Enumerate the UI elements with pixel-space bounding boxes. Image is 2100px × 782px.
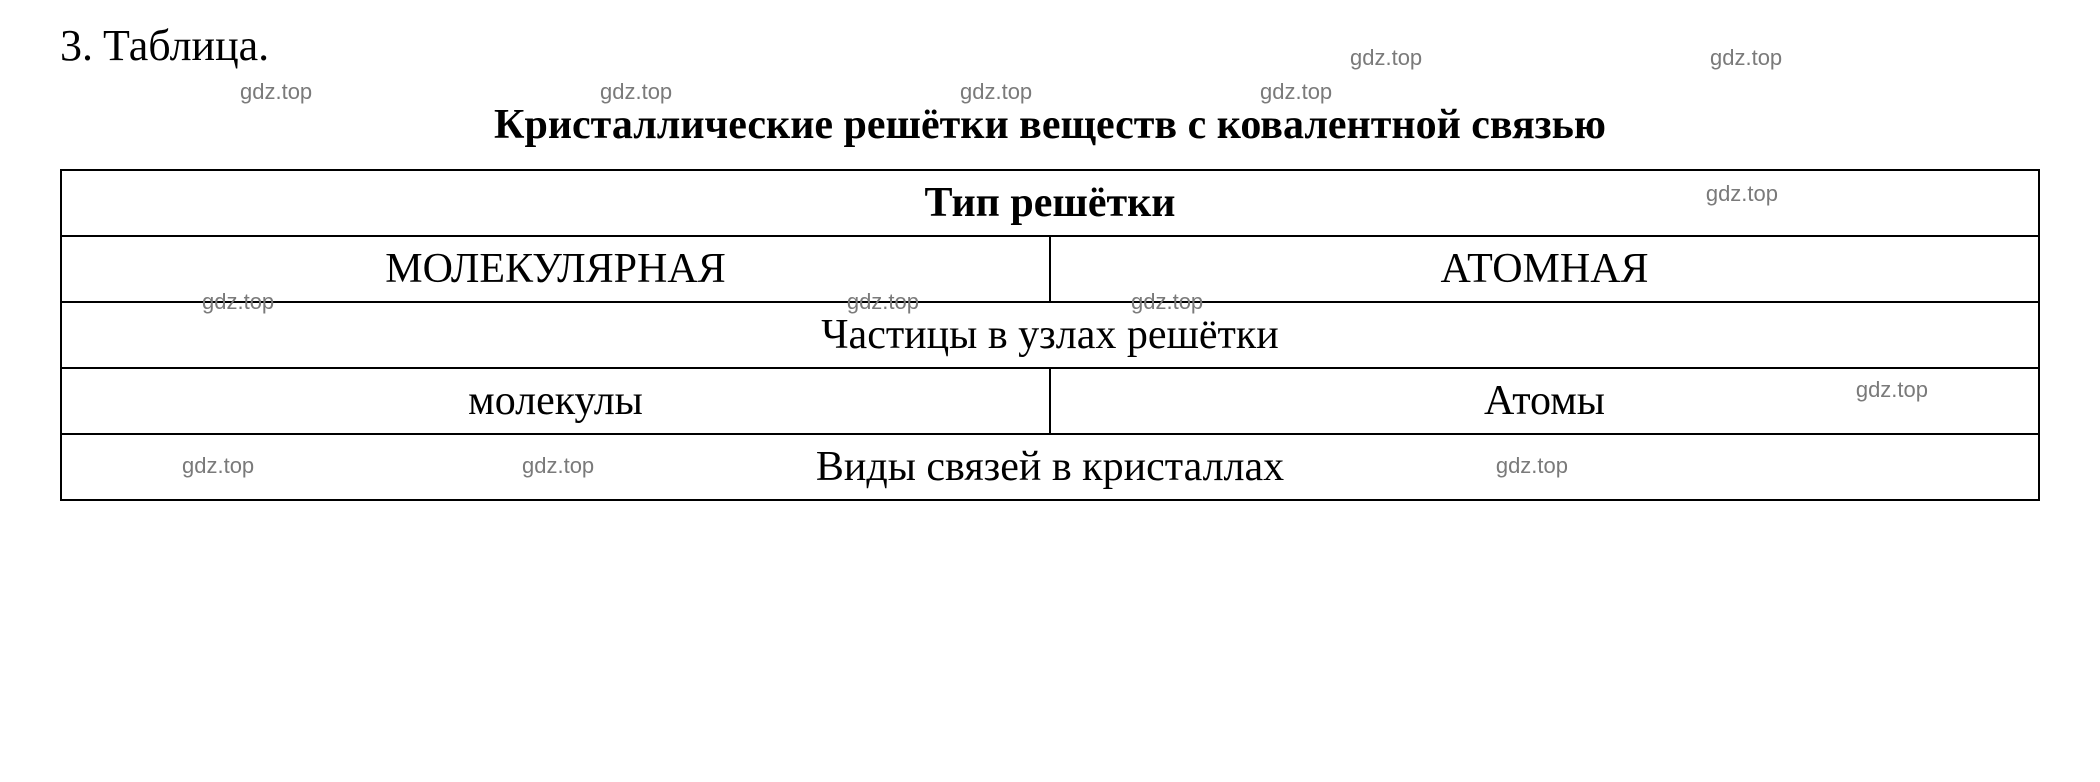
cell-text: Тип решётки [925,180,1176,226]
watermark: gdz.top [1856,377,1928,403]
cell-atomic: АТОМНАЯ gdz.top [1050,236,2039,302]
watermark: gdz.top [1710,45,1782,71]
watermark: gdz.top [960,79,1032,105]
subheader-cell: Частицы в узлах решётки [61,302,2039,368]
header-cell: Тип решётки gdz.top [61,170,2039,236]
cell-text: Виды связей в кристаллах [816,444,1284,490]
watermark: gdz.top [1496,453,1568,479]
watermark: gdz.top [240,79,312,105]
table-row: Частицы в узлах решётки [61,302,2039,368]
cell-atoms: Атомы gdz.top [1050,368,2039,434]
table-row: МОЛЕКУЛЯРНАЯ gdz.top gdz.top АТОМНАЯ gdz… [61,236,2039,302]
watermark: gdz.top [600,79,672,105]
cell-text: АТОМНАЯ [1440,246,1648,292]
table-title: Кристаллические решётки веществ с ковале… [494,102,1606,148]
title-wrap: gdz.top gdz.top gdz.top gdz.top Кристалл… [60,101,2040,149]
item-number: 3. [60,20,93,71]
watermark: gdz.top [1260,79,1332,105]
cell-molecular: МОЛЕКУЛЯРНАЯ gdz.top gdz.top [61,236,1050,302]
table-row: молекулы Атомы gdz.top [61,368,2039,434]
item-text: Таблица. [103,20,269,71]
cell-text: МОЛЕКУЛЯРНАЯ [385,246,725,292]
cell-text: молекулы [468,378,643,424]
cell-molecules: молекулы [61,368,1050,434]
cell-text: Атомы [1484,378,1605,424]
watermark: gdz.top [522,453,594,479]
watermark: gdz.top [182,453,254,479]
table-row: Тип решётки gdz.top [61,170,2039,236]
subheader-cell: gdz.top gdz.top Виды связей в кристаллах… [61,434,2039,500]
lattice-table: Тип решётки gdz.top МОЛЕКУЛЯРНАЯ gdz.top… [60,169,2040,501]
table-row: gdz.top gdz.top Виды связей в кристаллах… [61,434,2039,500]
cell-text: Частицы в узлах решётки [821,312,1279,358]
watermark: gdz.top [1706,181,1778,207]
watermark: gdz.top [1350,45,1422,71]
